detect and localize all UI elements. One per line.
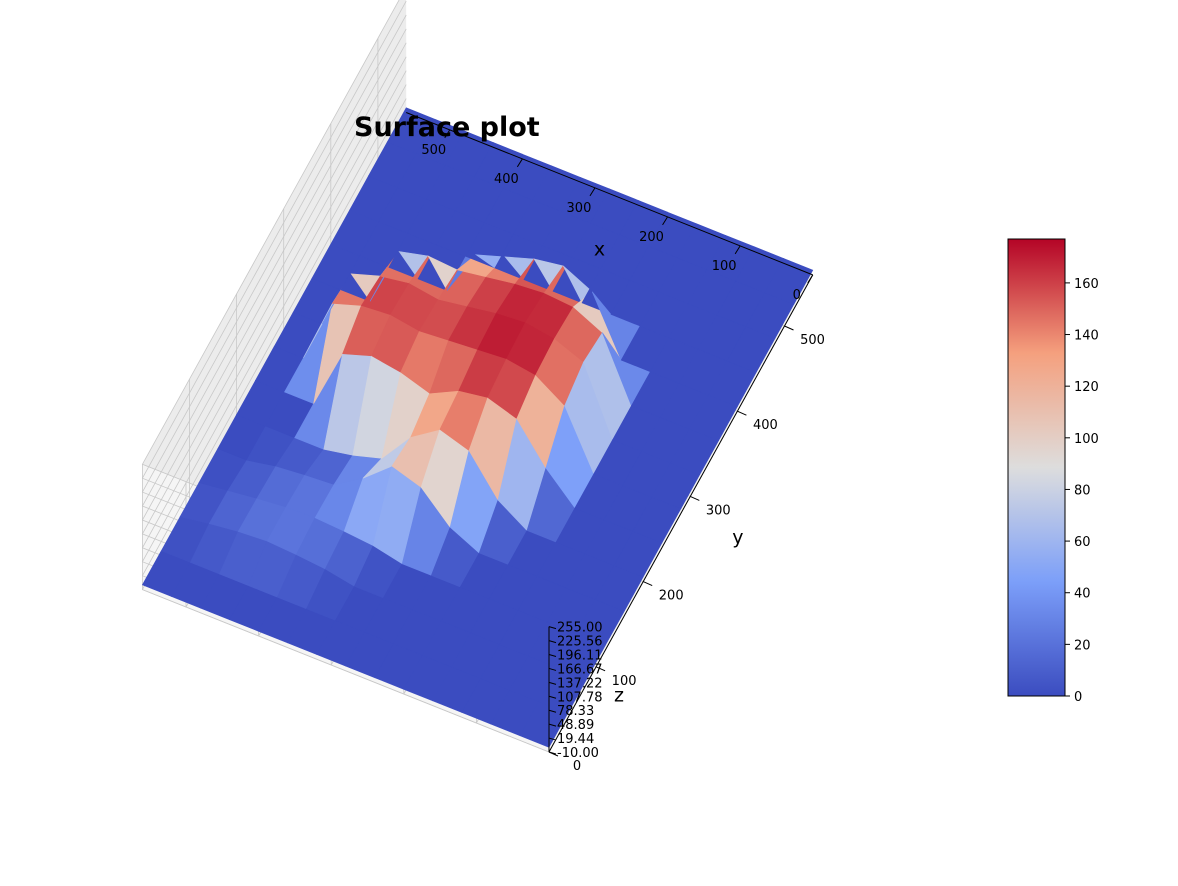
y-tick [737, 410, 747, 416]
x-tick-label: 100 [712, 259, 737, 274]
colorbar-tick-label: 100 [1074, 432, 1099, 447]
x-tick-label: 200 [639, 230, 664, 245]
x-tick [516, 158, 523, 168]
x-tick [589, 187, 596, 197]
x-tick-label: 500 [421, 143, 446, 158]
y-tick [595, 666, 606, 672]
z-tick [548, 667, 557, 671]
z-tick-label: 19.44 [557, 732, 594, 747]
y-axis-label: y [732, 526, 743, 548]
z-tick [548, 681, 557, 685]
colorbar-tick-label: 20 [1074, 638, 1091, 653]
z-tick-label: 78.33 [557, 704, 594, 719]
axis-labels: x y z [594, 239, 744, 707]
colorbar-tick-label: 140 [1074, 329, 1099, 344]
x-axis-line [406, 112, 813, 276]
z-tick [548, 737, 557, 741]
surface-mesh [141, 107, 814, 748]
y-tick [690, 495, 700, 501]
z-tick-label: 137.22 [557, 676, 603, 691]
z-tick [548, 640, 557, 644]
x-axis-label: x [594, 239, 605, 261]
y-tick [642, 581, 653, 587]
tick-labels: 01002003004005000100200300400500-10.0019… [421, 129, 825, 774]
z-tick-label: 166.67 [557, 662, 603, 677]
z-tick-label: 196.11 [557, 649, 603, 664]
y-tick-label: 0 [573, 759, 581, 774]
x-tick [662, 216, 668, 226]
colorbar-tick-label: 160 [1074, 277, 1099, 292]
colorbar-tick-label: 120 [1074, 380, 1099, 395]
y-axis-line [548, 274, 814, 753]
chart-title: Surface plot [354, 112, 540, 143]
y-tick [784, 325, 794, 331]
z-tick-label: 255.00 [557, 621, 603, 636]
z-tick-label: -10.00 [557, 746, 599, 761]
z-tick [548, 654, 557, 657]
x-tick-label: 300 [567, 201, 592, 216]
colorbar-gradient [1007, 238, 1066, 697]
z-axis-label: z [614, 684, 624, 706]
z-tick [548, 723, 557, 727]
colorbar-tick-label: 0 [1074, 690, 1082, 705]
z-tick-label: 107.78 [557, 690, 603, 705]
x-tick [807, 274, 814, 284]
z-tick [548, 751, 557, 755]
colorbar-tick-label: 40 [1074, 587, 1091, 602]
y-tick-label: 200 [659, 589, 684, 604]
y-tick-label: 500 [800, 333, 825, 348]
z-tick [548, 709, 557, 713]
y-tick-label: 400 [753, 418, 778, 433]
y-tick-label: 300 [706, 503, 731, 518]
x-tick-label: 400 [494, 172, 519, 187]
colorbar-tick-label: 80 [1074, 483, 1091, 498]
z-tick-label: 48.89 [557, 718, 594, 733]
axis-lines [406, 112, 814, 753]
x-tick [444, 129, 451, 139]
z-tick-label: 225.56 [557, 635, 603, 650]
x-tick-label: 0 [793, 288, 801, 303]
y-tick-label: 100 [612, 674, 637, 689]
colorbar: 0 20 40 60 80 100 120 140 160 [1007, 238, 1099, 705]
z-tick [548, 695, 557, 699]
z-tick [548, 626, 557, 630]
x-tick [734, 245, 741, 255]
colorbar-tick-label: 60 [1074, 535, 1091, 550]
